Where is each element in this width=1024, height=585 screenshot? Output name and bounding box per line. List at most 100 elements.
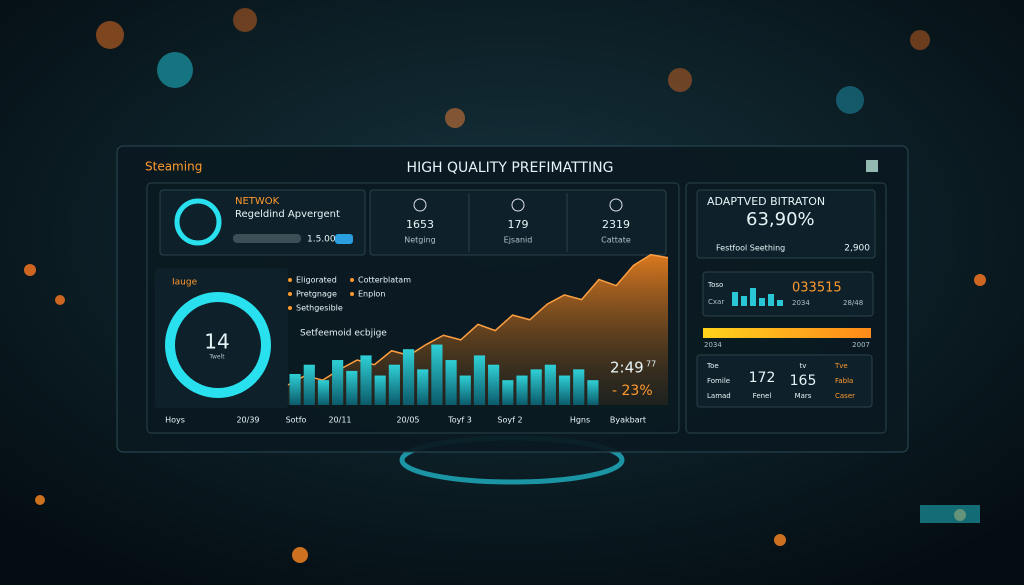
x-labels: Hoys 20/39 Sotfo 20/11 20/05 Toyf 3 Soyf 2 Hgns…: [165, 416, 646, 425]
chart: [287, 253, 669, 405]
cell: Fabla: [835, 377, 853, 385]
stat-label: Ejsanid: [504, 236, 533, 245]
mini-sub: 28/48: [843, 299, 863, 307]
legend-dot: [350, 292, 354, 296]
title: HIGH QUALITY PREFIMATTING: [407, 160, 614, 176]
time-suffix: 77: [646, 360, 656, 369]
badge: [335, 234, 353, 244]
cell: 172: [749, 370, 776, 386]
network-title: NETWOK: [235, 196, 280, 207]
network-subtitle: Regeldind Apvergent: [235, 209, 340, 220]
bar: [289, 374, 301, 405]
cell: Toe: [706, 362, 719, 370]
range-start: 2034: [704, 341, 722, 349]
bar: [544, 364, 556, 405]
legend-label: Sethgesible: [296, 304, 343, 313]
legend-dot: [288, 306, 292, 310]
mini-bar: [732, 292, 738, 306]
stat-icon: [609, 198, 623, 212]
x-label: Byakbart: [610, 416, 646, 425]
stats: 1653 Netging 179 Ejsanid 2319 Cattate: [404, 193, 631, 252]
time: 2:49: [610, 359, 644, 377]
bar: [303, 364, 315, 405]
stat-label: Netging: [404, 236, 436, 245]
bar: [516, 375, 528, 405]
mini-label: Toso: [707, 281, 723, 289]
bar: [346, 370, 358, 405]
bar: [573, 369, 585, 405]
bar: [445, 360, 457, 405]
progress-bar: [233, 234, 301, 243]
mini-bar: [777, 300, 783, 306]
left-section: [146, 182, 680, 434]
legend-dot: [288, 292, 292, 296]
legend: Eligorated Cotterblatam Pretgnage Enplon Set…: [288, 276, 411, 313]
mini-card: [702, 271, 874, 317]
bar: [402, 349, 415, 405]
bar: [473, 355, 486, 405]
legend-dot: [350, 278, 354, 282]
gauge-title: Iauge: [172, 278, 198, 288]
x-label: 20/11: [328, 416, 351, 425]
legend-label: Enplon: [358, 290, 385, 299]
x-label: Toyf 3: [447, 416, 472, 425]
cell: Tve: [834, 362, 848, 370]
bar: [317, 380, 330, 405]
bar: [360, 355, 372, 405]
mini-bar: [759, 298, 765, 306]
bar: [388, 364, 400, 405]
mini-sub: 2034: [792, 299, 810, 307]
x-label: Sotfo: [286, 416, 307, 425]
bottom-table: Toe Fomile Lamad 172 Fenel tv 165 Mars Tve Fabla C…: [706, 362, 855, 400]
stats-card: [369, 189, 667, 256]
mini-bars: [732, 288, 783, 306]
stat-icon: [511, 198, 525, 212]
brand: Steaming: [145, 160, 202, 174]
mini-bar: [750, 288, 756, 306]
legend-label: Pretgnage: [296, 290, 337, 299]
gauge-unit: Twelt: [208, 354, 225, 361]
bar: [488, 364, 500, 405]
mini-label: Cxar: [708, 298, 724, 306]
mini-bar: [741, 296, 747, 306]
stat-label: Cattate: [601, 236, 631, 245]
cell: Mars: [795, 392, 812, 400]
right-section: [685, 182, 887, 434]
cell: tv: [800, 362, 807, 370]
bottom-card: [696, 354, 873, 408]
bar: [431, 344, 443, 405]
legend-label: Cotterblatam: [358, 276, 411, 285]
network-icon: [174, 198, 222, 246]
menu-icon: [866, 160, 878, 172]
x-label: Hgns: [570, 416, 590, 425]
range-end: 2007: [852, 341, 870, 349]
gauge-ring: [165, 292, 271, 398]
bitrate-card: [696, 189, 876, 259]
change: - 23%: [612, 383, 653, 399]
legend-dot: [288, 278, 292, 282]
bar: [502, 380, 514, 405]
stat-icon: [413, 198, 427, 212]
stat-value: 2319: [602, 218, 630, 231]
range-bar: [703, 328, 871, 338]
cell: Fenel: [753, 392, 772, 400]
x-label: Hoys: [165, 416, 185, 425]
bar: [558, 375, 571, 405]
bar: [530, 369, 542, 405]
x-label: 20/05: [396, 416, 419, 425]
area: [288, 254, 668, 405]
cell: Caser: [835, 392, 855, 400]
stat-value: 179: [508, 218, 529, 231]
bitrate-row-label: Festfool Seething: [716, 244, 785, 253]
bar: [587, 380, 599, 405]
x-label: 20/39: [236, 416, 259, 425]
legend-label: Eligorated: [296, 276, 337, 285]
cell: 165: [790, 373, 817, 389]
cell: Lamad: [707, 392, 731, 400]
bar: [374, 375, 386, 405]
bitrate-title: ADAPTVED BITRATON: [707, 195, 825, 208]
x-label: Soyf 2: [497, 416, 522, 425]
bar: [459, 375, 471, 405]
